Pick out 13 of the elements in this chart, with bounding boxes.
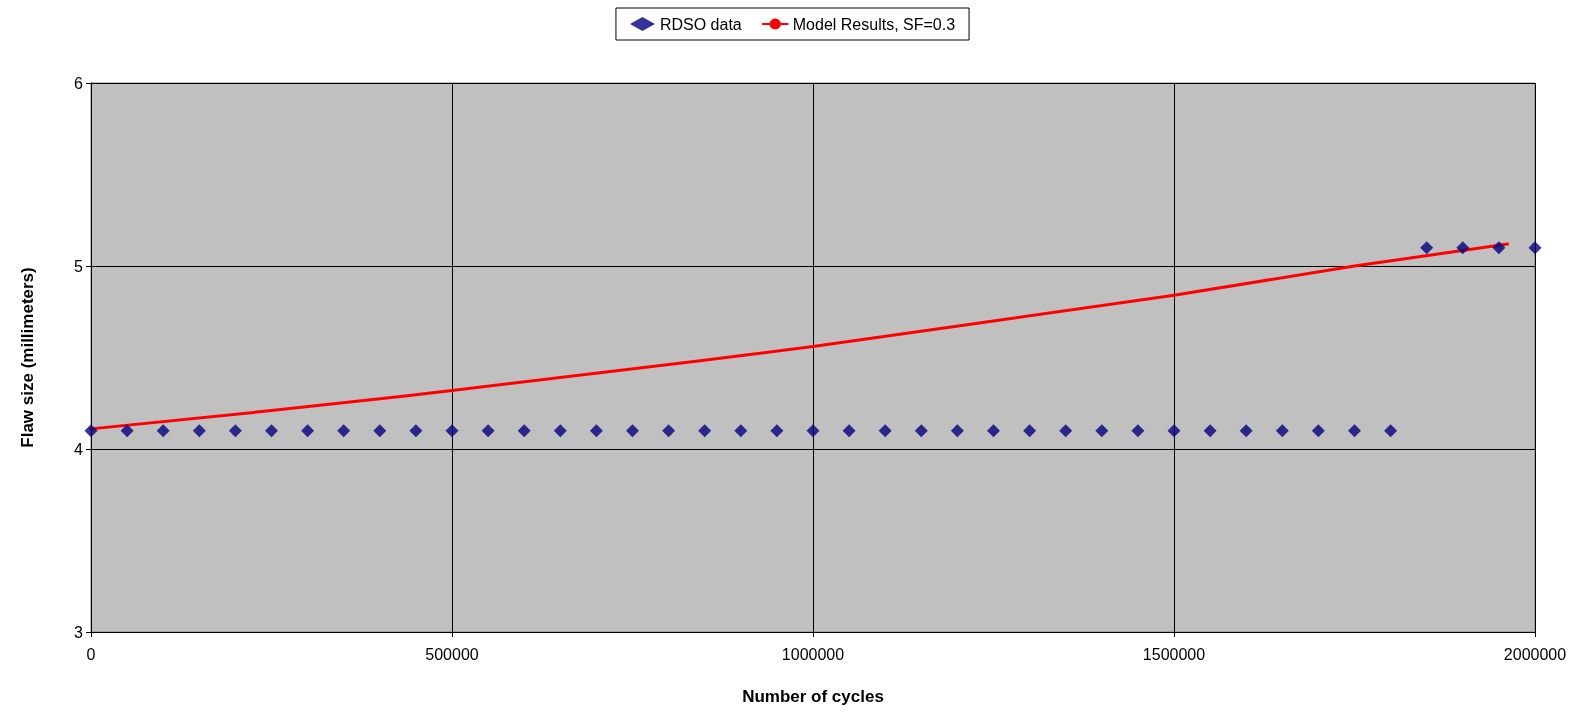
y-tick-label: 3 [74, 623, 84, 641]
x-tick-label: 0 [86, 645, 96, 663]
x-tick-label: 1000000 [781, 645, 845, 663]
x-tick-label: 1500000 [1142, 645, 1206, 663]
x-tick-label: 2000000 [1503, 645, 1567, 663]
y-axis-title: Flaw size (millimeters) [18, 267, 37, 448]
y-tick-label: 5 [74, 257, 84, 275]
legend-label: RDSO data [659, 15, 742, 33]
y-tick-label: 6 [74, 74, 84, 92]
x-tick-label: 500000 [425, 645, 479, 663]
legend-label: Model Results, SF=0.3 [792, 15, 956, 33]
x-axis-title: Number of cycles [742, 687, 884, 706]
y-tick-label: 4 [74, 440, 84, 458]
